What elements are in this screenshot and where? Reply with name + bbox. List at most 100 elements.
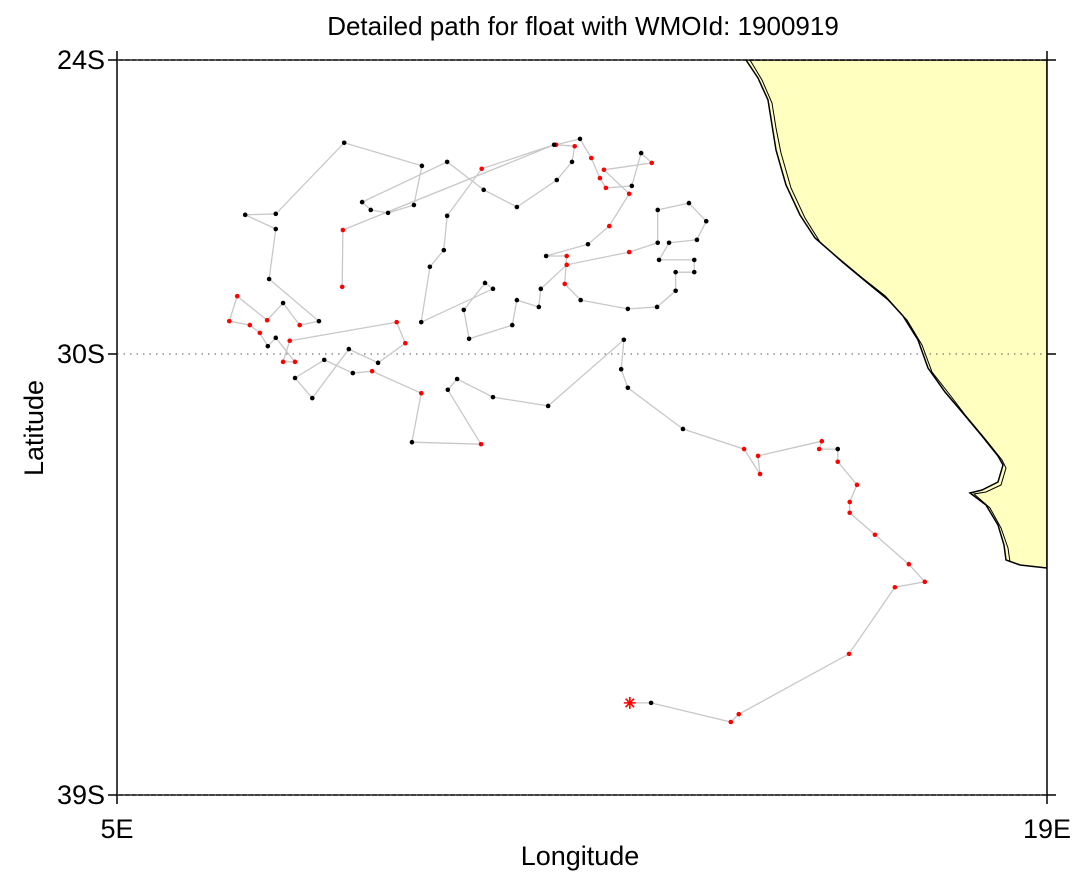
float-position: [280, 300, 286, 306]
float-position: [816, 446, 822, 452]
map-land-group: [745, 60, 1047, 569]
float-position: [297, 322, 302, 328]
float-position: [686, 200, 692, 206]
float-position: [578, 297, 583, 303]
float-position: [266, 276, 272, 282]
float-position: [427, 264, 433, 270]
float-position: [350, 370, 356, 376]
float-position: [368, 207, 374, 213]
float-position: [656, 257, 662, 263]
x-tick-label: 19E: [1023, 814, 1071, 844]
float-position: [654, 304, 660, 310]
float-position: [273, 211, 279, 217]
float-position: [481, 187, 486, 193]
float-position: [316, 318, 322, 324]
float-position: [264, 317, 270, 323]
float-position: [409, 439, 415, 445]
float-position: [536, 304, 542, 310]
float-position: [626, 249, 632, 255]
float-position: [418, 390, 424, 396]
float-position: [411, 202, 417, 208]
float-position: [655, 207, 661, 213]
float-position: [564, 262, 570, 268]
float-position: [403, 340, 408, 346]
float-position: [597, 175, 603, 181]
float-position: [445, 387, 451, 393]
float-position: [585, 241, 591, 247]
float-position: [292, 375, 298, 381]
chart-title: Detailed path for float with WMOId: 1900…: [327, 11, 839, 41]
float-position: [835, 446, 841, 452]
float-position: [648, 700, 654, 706]
float-position: [625, 306, 631, 312]
float-position: [819, 438, 825, 444]
float-position: [514, 297, 520, 303]
float-position: [577, 136, 583, 142]
float-position: [691, 257, 697, 263]
float-position: [906, 561, 912, 567]
float-position: [234, 293, 240, 299]
float-position: [736, 711, 742, 717]
float-position: [680, 426, 686, 432]
float-position: [606, 223, 612, 229]
float-position: [694, 237, 700, 243]
float-position: [385, 210, 391, 216]
float-position: [854, 482, 860, 488]
float-position: [310, 395, 315, 401]
float-position: [321, 357, 327, 363]
float-position: [691, 269, 697, 275]
float-position: [538, 286, 544, 292]
y-tick-label: 30S: [57, 339, 105, 369]
float-position: [444, 159, 450, 165]
float-position: [603, 185, 609, 191]
float-position: [226, 318, 232, 324]
float-position: [461, 307, 467, 313]
float-position: [673, 269, 678, 275]
float-position: [872, 532, 878, 538]
float-position: [479, 166, 484, 172]
float-position: [589, 155, 594, 161]
float-position: [755, 453, 761, 459]
float-position: [490, 286, 496, 292]
float-position: [618, 366, 624, 372]
float-position: [292, 359, 298, 365]
float-position: [375, 360, 381, 366]
float-position: [478, 441, 484, 447]
x-tick-label: 5E: [100, 814, 133, 844]
float-position: [444, 213, 450, 219]
plot-frame: [116, 59, 1048, 796]
float-position: [621, 337, 627, 343]
float-position: [922, 579, 928, 585]
float-position: [454, 376, 460, 382]
float-position: [509, 322, 515, 328]
track: [226, 136, 928, 725]
float-position: [490, 394, 496, 400]
float-position: [666, 240, 672, 246]
float-position: [482, 280, 488, 286]
float-position: [562, 281, 568, 287]
float-position: [846, 651, 852, 657]
float-position: [741, 446, 747, 452]
y-tick-label: 24S: [57, 45, 105, 75]
float-position: [418, 319, 424, 325]
float-position: [280, 359, 286, 365]
float-position: [673, 288, 678, 294]
float-position: [341, 140, 347, 146]
float-position: [847, 499, 853, 505]
float-position: [703, 218, 709, 224]
float-position: [273, 335, 279, 341]
float-position: [394, 319, 399, 325]
float-position: [339, 284, 345, 290]
float-position: [649, 160, 655, 166]
float-position: [247, 322, 253, 328]
float-position: [346, 346, 352, 352]
float-position: [626, 191, 632, 197]
float-position: [441, 247, 447, 253]
float-position: [265, 343, 271, 349]
float-position: [564, 253, 570, 259]
float-position: [514, 204, 520, 210]
float-position: [625, 385, 631, 391]
float-position: [601, 167, 607, 173]
